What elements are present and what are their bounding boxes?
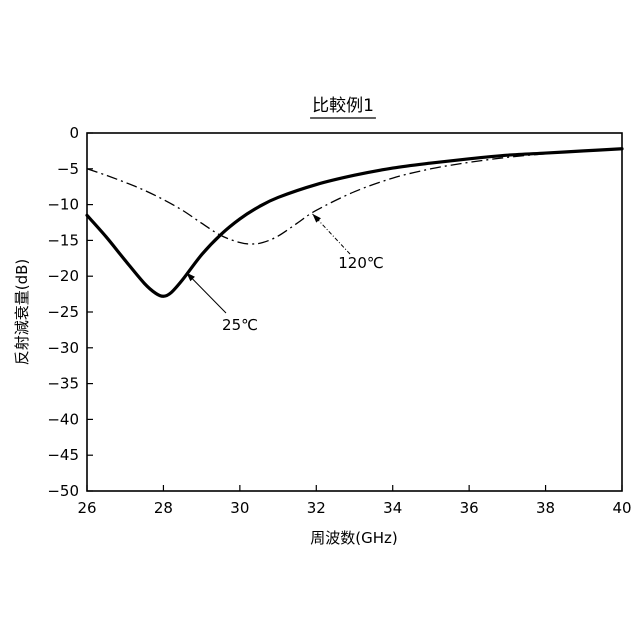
y-tick-label: −35 [47, 375, 79, 393]
y-tick-label: −15 [47, 231, 79, 249]
series-25c-line [87, 149, 622, 297]
x-axis-label: 周波数(GHz) [310, 529, 397, 547]
x-tick-label: 36 [460, 499, 479, 517]
y-tick-label: −20 [47, 267, 79, 285]
annotation-label: 120℃ [338, 254, 383, 272]
annotation-arrowhead [312, 214, 320, 223]
y-tick-label: 0 [69, 124, 79, 142]
x-tick-label: 26 [77, 499, 96, 517]
y-axis-label: 反射減衰量(dB) [13, 259, 31, 366]
x-tick-label: 38 [536, 499, 555, 517]
x-axis-ticks: 26 28 30 32 34 36 38 40 [77, 485, 631, 517]
x-tick-label: 32 [307, 499, 326, 517]
y-tick-label: −10 [47, 196, 79, 214]
y-tick-label: −30 [47, 339, 79, 357]
chart-title-group: 比較例1 [310, 96, 376, 118]
y-tick-label: −45 [47, 446, 79, 464]
y-tick-label: −40 [47, 410, 79, 428]
annotation-label: 25℃ [222, 316, 258, 334]
chart-title: 比較例1 [312, 96, 374, 116]
x-tick-label: 34 [383, 499, 402, 517]
y-tick-label: −5 [57, 160, 79, 178]
series-120c-line [87, 149, 622, 244]
y-tick-label: −25 [47, 303, 79, 321]
x-tick-label: 28 [154, 499, 173, 517]
y-axis-ticks: 0 −5 −10 −15 −20 −25 −30 −35 −40 −45 −50 [47, 124, 93, 500]
series-layer [87, 149, 622, 297]
plot-frame [87, 133, 622, 491]
x-tick-label: 40 [612, 499, 631, 517]
y-tick-label: −50 [47, 482, 79, 500]
x-tick-label: 30 [230, 499, 249, 517]
